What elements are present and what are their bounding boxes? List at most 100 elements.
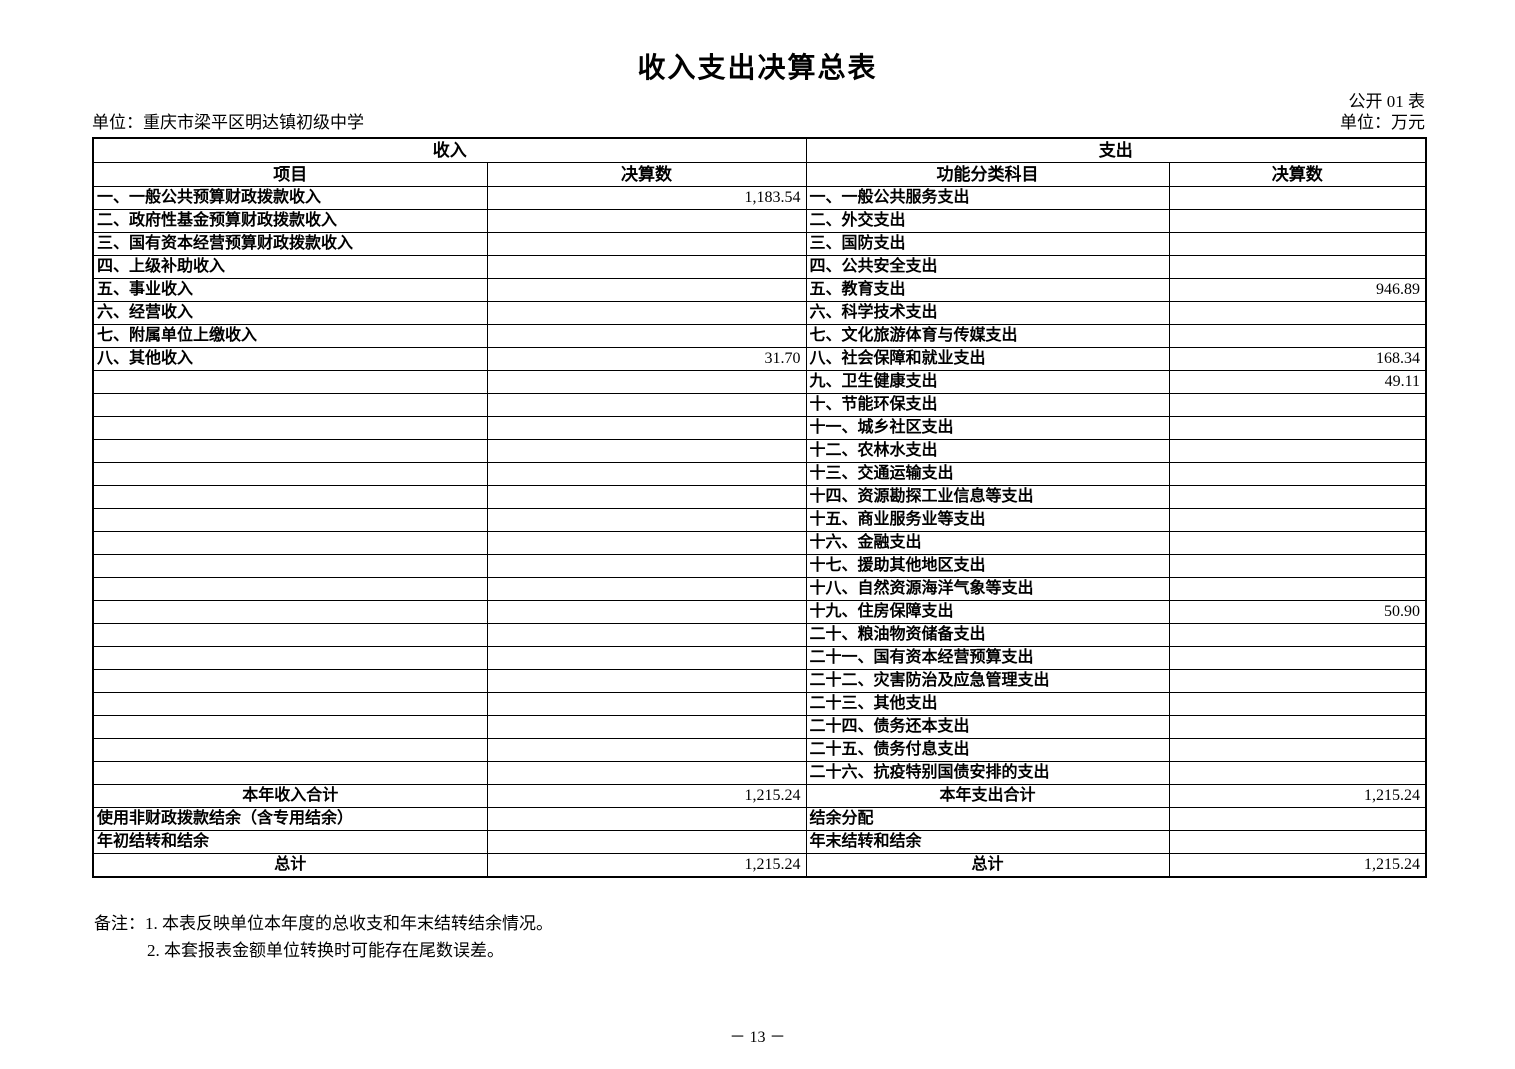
income-amount-cell: 1,183.54 <box>486 186 807 210</box>
table-row: 二十三、其他支出 <box>92 692 1427 716</box>
expenditure-item-cell: 二、外交支出 <box>805 209 1170 233</box>
income-item-cell: 三、国有资本经营预算财政拨款收入 <box>92 232 488 256</box>
income-amount-cell <box>486 692 807 716</box>
expenditure-item-cell: 二十二、灾害防治及应急管理支出 <box>805 669 1170 693</box>
income-item-cell <box>92 370 488 394</box>
income-amount-cell <box>486 830 807 854</box>
income-item-cell: 六、经营收入 <box>92 301 488 325</box>
income-amount-cell <box>486 255 807 279</box>
expenditure-item-cell: 十七、援助其他地区支出 <box>805 554 1170 578</box>
column-header-row: 项目 决算数 功能分类科目 决算数 <box>92 162 1427 187</box>
notes-label: 备注： <box>94 914 145 933</box>
income-item-cell <box>92 646 488 670</box>
income-amount-cell <box>486 646 807 670</box>
table-row: 六、经营收入 六、科学技术支出 <box>92 301 1427 325</box>
table-row: 二十四、债务还本支出 <box>92 715 1427 739</box>
table-row: 十、节能环保支出 <box>92 393 1427 417</box>
table-row: 十六、金融支出 <box>92 531 1427 555</box>
table-row: 十八、自然资源海洋气象等支出 <box>92 577 1427 601</box>
income-item-cell <box>92 623 488 647</box>
income-amount-cell: 31.70 <box>486 347 807 371</box>
unit-row: 单位：重庆市梁平区明达镇初级中学 单位：万元 <box>92 112 1425 134</box>
expenditure-item-cell: 四、公共安全支出 <box>805 255 1170 279</box>
income-amount-cell <box>486 531 807 555</box>
income-amount-cell <box>486 439 807 463</box>
income-amount-column-header: 决算数 <box>486 162 807 187</box>
income-item-cell: 七、附属单位上缴收入 <box>92 324 488 348</box>
table-row: 七、附属单位上缴收入 七、文化旅游体育与传媒支出 <box>92 324 1427 348</box>
expenditure-amount-cell <box>1168 738 1427 762</box>
table-row: 十三、交通运输支出 <box>92 462 1427 486</box>
income-item-cell <box>92 439 488 463</box>
section-header-row: 收入 支出 <box>92 137 1427 163</box>
income-item-cell: 本年收入合计 <box>92 784 488 808</box>
table-row: 年初结转和结余 年末结转和结余 <box>92 830 1427 854</box>
income-item-cell <box>92 416 488 440</box>
expenditure-item-cell: 十、节能环保支出 <box>805 393 1170 417</box>
table-row: 五、事业收入 五、教育支出 946.89 <box>92 278 1427 302</box>
expenditure-item-cell: 二十、粮油物资储备支出 <box>805 623 1170 647</box>
note-text-1: 1. 本表反映单位本年度的总收支和年末结转结余情况。 <box>145 914 553 933</box>
income-amount-cell <box>486 669 807 693</box>
income-expenditure-table: 收入 支出 项目 决算数 功能分类科目 决算数 一、一般公共预算财政拨款收入 1,… <box>92 137 1427 878</box>
table-row: 二、政府性基金预算财政拨款收入 二、外交支出 <box>92 209 1427 233</box>
table-row: 四、上级补助收入 四、公共安全支出 <box>92 255 1427 279</box>
expenditure-item-cell: 二十五、债务付息支出 <box>805 738 1170 762</box>
expenditure-item-cell: 十二、农林水支出 <box>805 439 1170 463</box>
income-amount-cell <box>486 600 807 624</box>
expenditure-amount-cell <box>1168 393 1427 417</box>
income-section-header: 收入 <box>92 137 807 163</box>
expenditure-item-cell: 年末结转和结余 <box>805 830 1170 854</box>
table-row: 二十、粮油物资储备支出 <box>92 623 1427 647</box>
income-item-cell <box>92 669 488 693</box>
table-row: 二十五、债务付息支出 <box>92 738 1427 762</box>
income-amount-cell <box>486 393 807 417</box>
income-item-cell: 使用非财政拨款结余（含专用结余） <box>92 807 488 831</box>
table-row: 二十二、灾害防治及应急管理支出 <box>92 669 1427 693</box>
table-row: 十七、援助其他地区支出 <box>92 554 1427 578</box>
income-amount-cell <box>486 416 807 440</box>
expenditure-amount-cell: 168.34 <box>1168 347 1427 371</box>
expenditure-amount-cell: 946.89 <box>1168 278 1427 302</box>
expenditure-amount-cell: 1,215.24 <box>1168 784 1427 808</box>
expenditure-amount-cell <box>1168 462 1427 486</box>
expenditure-amount-cell <box>1168 186 1427 210</box>
income-item-cell <box>92 692 488 716</box>
income-amount-cell <box>486 485 807 509</box>
income-amount-cell <box>486 761 807 785</box>
income-item-cell: 五、事业收入 <box>92 278 488 302</box>
notes-section: 备注： 1. 本表反映单位本年度的总收支和年末结转结余情况。 2. 本套报表金额… <box>94 910 1425 964</box>
expenditure-item-cell: 十五、商业服务业等支出 <box>805 508 1170 532</box>
expenditure-item-cell: 三、国防支出 <box>805 232 1170 256</box>
expenditure-item-column-header: 功能分类科目 <box>805 162 1170 187</box>
expenditure-amount-cell <box>1168 807 1427 831</box>
income-amount-cell <box>486 278 807 302</box>
expenditure-item-cell: 总计 <box>805 853 1170 878</box>
expenditure-amount-cell <box>1168 324 1427 348</box>
expenditure-item-cell: 六、科学技术支出 <box>805 301 1170 325</box>
expenditure-amount-cell <box>1168 761 1427 785</box>
expenditure-item-cell: 五、教育支出 <box>805 278 1170 302</box>
income-amount-cell: 1,215.24 <box>486 853 807 878</box>
table-row: 三、国有资本经营预算财政拨款收入 三、国防支出 <box>92 232 1427 256</box>
note-line-1: 备注： 1. 本表反映单位本年度的总收支和年末结转结余情况。 <box>94 910 1425 937</box>
income-item-cell: 总计 <box>92 853 488 878</box>
expenditure-item-cell: 二十三、其他支出 <box>805 692 1170 716</box>
table-body: 一、一般公共预算财政拨款收入 1,183.54 一、一般公共服务支出 二、政府性基金预… <box>92 186 1427 878</box>
expenditure-amount-cell <box>1168 669 1427 693</box>
page-number: － 13 － <box>729 1029 786 1046</box>
expenditure-item-cell: 二十六、抗疫特别国债安排的支出 <box>805 761 1170 785</box>
expenditure-amount-column-header: 决算数 <box>1168 162 1427 187</box>
income-item-cell <box>92 738 488 762</box>
income-amount-cell <box>486 738 807 762</box>
expenditure-item-cell: 七、文化旅游体育与传媒支出 <box>805 324 1170 348</box>
income-amount-cell <box>486 577 807 601</box>
income-amount-cell <box>486 301 807 325</box>
currency-unit-label: 单位：万元 <box>1340 113 1425 132</box>
expenditure-item-cell: 十一、城乡社区支出 <box>805 416 1170 440</box>
expenditure-amount-cell: 49.11 <box>1168 370 1427 394</box>
expenditure-amount-cell <box>1168 830 1427 854</box>
income-amount-cell <box>486 715 807 739</box>
note-text-2: 2. 本套报表金额单位转换时可能存在尾数误差。 <box>147 941 504 960</box>
